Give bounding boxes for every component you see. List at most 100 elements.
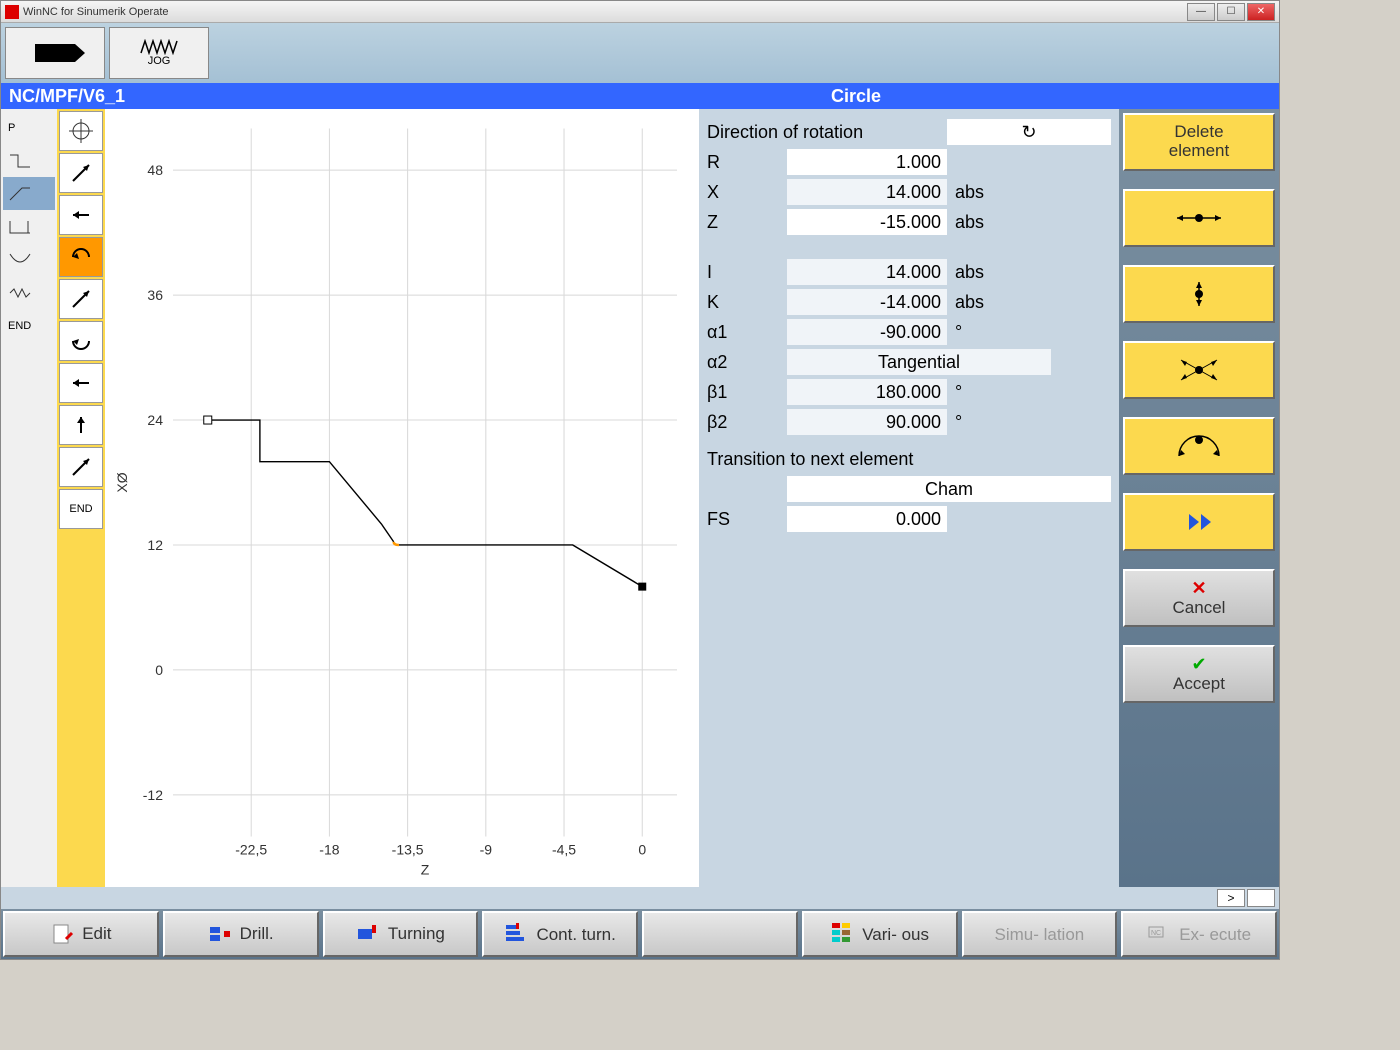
sk-next[interactable] — [1123, 493, 1275, 551]
edit-icon — [50, 921, 76, 947]
svg-text:36: 36 — [147, 287, 163, 303]
mode-icon-button[interactable] — [5, 27, 105, 79]
turning-icon — [356, 921, 382, 947]
param-label-I: I — [707, 262, 787, 283]
titlebar: WinNC for Sinumerik Operate — ☐ ✕ — [1, 1, 1279, 23]
param-value-K[interactable]: -14.000 — [787, 289, 947, 315]
right-softkeys: Delete element ✕Cancel ✔Accept — [1119, 109, 1279, 887]
contour-chart: -22,5-18-13,5-9-4,50-12012243648ZXØ — [113, 117, 691, 882]
drill-icon — [208, 921, 234, 947]
icon-arc-cw[interactable] — [59, 237, 103, 277]
elem-p[interactable]: P — [3, 111, 55, 144]
elem-step2[interactable] — [3, 177, 55, 210]
bsk-simulation[interactable]: Simu- lation — [962, 911, 1118, 957]
param-label-α1: α1 — [707, 322, 787, 343]
param-label-β2: β2 — [707, 412, 787, 433]
bsk-edit[interactable]: Edit — [3, 911, 159, 957]
sk-arc[interactable] — [1123, 417, 1275, 475]
pager-bar: > — [1, 887, 1279, 909]
param-unit-α1: ° — [947, 322, 1007, 343]
svg-text:-13,5: -13,5 — [392, 842, 424, 858]
rotation-value[interactable]: ↻ — [947, 119, 1111, 145]
fs-value[interactable]: 0.000 — [787, 506, 947, 532]
elem-step4[interactable] — [3, 243, 55, 276]
param-value-α2[interactable]: Tangential — [787, 349, 1051, 375]
sk-cancel[interactable]: ✕Cancel — [1123, 569, 1275, 627]
wave-icon — [139, 39, 179, 55]
top-toolbar: JOG — [1, 23, 1279, 83]
param-value-X[interactable]: 14.000 — [787, 179, 947, 205]
svg-text:12: 12 — [147, 537, 163, 553]
param-unit-I: abs — [947, 262, 1007, 283]
contour-icon-list: END — [57, 109, 105, 887]
transition-heading: Transition to next element — [707, 449, 1111, 470]
param-label-β1: β1 — [707, 382, 787, 403]
param-label-α2: α2 — [707, 352, 787, 373]
icon-target[interactable] — [59, 111, 103, 151]
param-label-K: K — [707, 292, 787, 313]
icon-arrow-ne-3[interactable] — [59, 447, 103, 487]
mode-title: Circle — [831, 86, 1271, 107]
pager-blank[interactable] — [1247, 889, 1275, 907]
elem-step3[interactable] — [3, 210, 55, 243]
param-label-Z: Z — [707, 212, 787, 233]
elem-step1[interactable] — [3, 144, 55, 177]
sk-line-diag[interactable] — [1123, 341, 1275, 399]
bsk-execute[interactable]: NCEx- ecute — [1121, 911, 1277, 957]
sk-line-horiz[interactable] — [1123, 189, 1275, 247]
icon-arrow-ne-2[interactable] — [59, 279, 103, 319]
elem-end[interactable]: END — [3, 309, 55, 342]
bsk-turning[interactable]: Turning — [323, 911, 479, 957]
svg-text:-22,5: -22,5 — [235, 842, 267, 858]
sk-delete-element[interactable]: Delete element — [1123, 113, 1275, 171]
maximize-button[interactable]: ☐ — [1217, 3, 1245, 21]
minimize-button[interactable]: — — [1187, 3, 1215, 21]
param-value-β1[interactable]: 180.000 — [787, 379, 947, 405]
param-unit-β2: ° — [947, 412, 1007, 433]
left-element-list: P END — [1, 109, 57, 887]
param-unit-β1: ° — [947, 382, 1007, 403]
app-window: WinNC for Sinumerik Operate — ☐ ✕ JOG NC… — [0, 0, 1280, 960]
bsk-drill[interactable]: Drill. — [163, 911, 319, 957]
param-label-R: R — [707, 152, 787, 173]
param-value-R[interactable]: 1.000 — [787, 149, 947, 175]
svg-text:0: 0 — [155, 662, 163, 678]
bsk-blank[interactable] — [642, 911, 798, 957]
icon-arrow-left-2[interactable] — [59, 363, 103, 403]
param-value-α1[interactable]: -90.000 — [787, 319, 947, 345]
icon-arrow-ne-1[interactable] — [59, 153, 103, 193]
svg-text:Z: Z — [421, 862, 430, 878]
main-area: P END END -22,5-18-13,5-9-4,50-120122436… — [1, 109, 1279, 887]
svg-text:-9: -9 — [480, 842, 493, 858]
bsk-cont-turn[interactable]: Cont. turn. — [482, 911, 638, 957]
icon-end[interactable]: END — [59, 489, 103, 529]
flag-icon — [25, 38, 85, 68]
sk-line-vert[interactable] — [1123, 265, 1275, 323]
svg-text:-4,5: -4,5 — [552, 842, 576, 858]
param-value-I[interactable]: 14.000 — [787, 259, 947, 285]
pager-next[interactable]: > — [1217, 889, 1245, 907]
param-value-β2[interactable]: 90.000 — [787, 409, 947, 435]
sk-accept[interactable]: ✔Accept — [1123, 645, 1275, 703]
svg-text:XØ: XØ — [114, 472, 130, 492]
param-value-Z[interactable]: -15.000 — [787, 209, 947, 235]
transition-type[interactable]: Cham — [787, 476, 1111, 502]
chart-panel: -22,5-18-13,5-9-4,50-12012243648ZXØ — [105, 109, 699, 887]
icon-arrow-left-1[interactable] — [59, 195, 103, 235]
param-unit-K: abs — [947, 292, 1007, 313]
contturn-icon — [504, 921, 530, 947]
close-button[interactable]: ✕ — [1247, 3, 1275, 21]
cancel-icon: ✕ — [1191, 579, 1206, 599]
various-icon — [830, 921, 856, 947]
icon-arrow-up[interactable] — [59, 405, 103, 445]
rotation-label: Direction of rotation — [707, 122, 947, 143]
bottom-softkeys: Edit Drill. Turning Cont. turn. Vari- ou… — [1, 909, 1279, 959]
bsk-various[interactable]: Vari- ous — [802, 911, 958, 957]
program-path: NC/MPF/V6_1 — [9, 86, 831, 107]
param-unit-Z: abs — [947, 212, 1007, 233]
window-title: WinNC for Sinumerik Operate — [23, 6, 169, 18]
elem-step5[interactable] — [3, 276, 55, 309]
param-unit-X: abs — [947, 182, 1007, 203]
icon-arc-ccw[interactable] — [59, 321, 103, 361]
jog-button[interactable]: JOG — [109, 27, 209, 79]
